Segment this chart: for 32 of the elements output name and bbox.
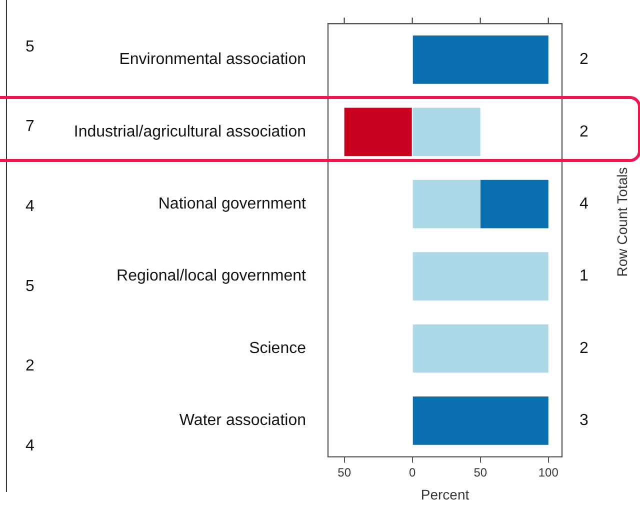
y-tick-label: Regional/local government: [116, 268, 307, 285]
text: 7: [26, 118, 35, 136]
bar: [412, 396, 548, 445]
text: 4: [580, 196, 589, 213]
bar: [412, 252, 548, 300]
x-tick-label: 0: [409, 465, 416, 480]
text: 4: [26, 437, 35, 454]
text: 2: [580, 51, 589, 68]
bar: [412, 108, 480, 156]
text: 2: [26, 358, 35, 375]
x-tick-label: 50: [474, 465, 488, 480]
x-tick-label: 100: [538, 465, 559, 480]
y2-axis-title: Row Count Totals: [614, 167, 630, 277]
bar: [412, 36, 548, 84]
y-tick-label: Science: [249, 340, 306, 357]
text: 3: [580, 412, 589, 430]
x-tick-label: 50: [338, 465, 352, 480]
text: 5: [26, 278, 35, 295]
y-tick-label: Industrial/agricultural association: [74, 123, 306, 140]
bar: [480, 180, 548, 228]
text: 5: [26, 38, 35, 56]
y-tick-label: Water association: [179, 412, 306, 430]
text: 2: [580, 340, 589, 357]
bar: [412, 180, 480, 228]
x-axis-title: Percent: [420, 486, 470, 502]
text: 2: [580, 123, 589, 140]
bar: [344, 108, 412, 156]
y-tick-label: National government: [158, 196, 307, 213]
text: 1: [580, 268, 589, 285]
text: 4: [26, 198, 35, 216]
bar: [412, 324, 548, 373]
y-tick-label: Environmental association: [119, 51, 306, 68]
